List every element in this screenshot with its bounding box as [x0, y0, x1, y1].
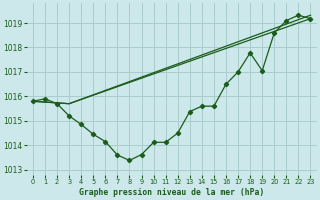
X-axis label: Graphe pression niveau de la mer (hPa): Graphe pression niveau de la mer (hPa): [79, 188, 264, 197]
